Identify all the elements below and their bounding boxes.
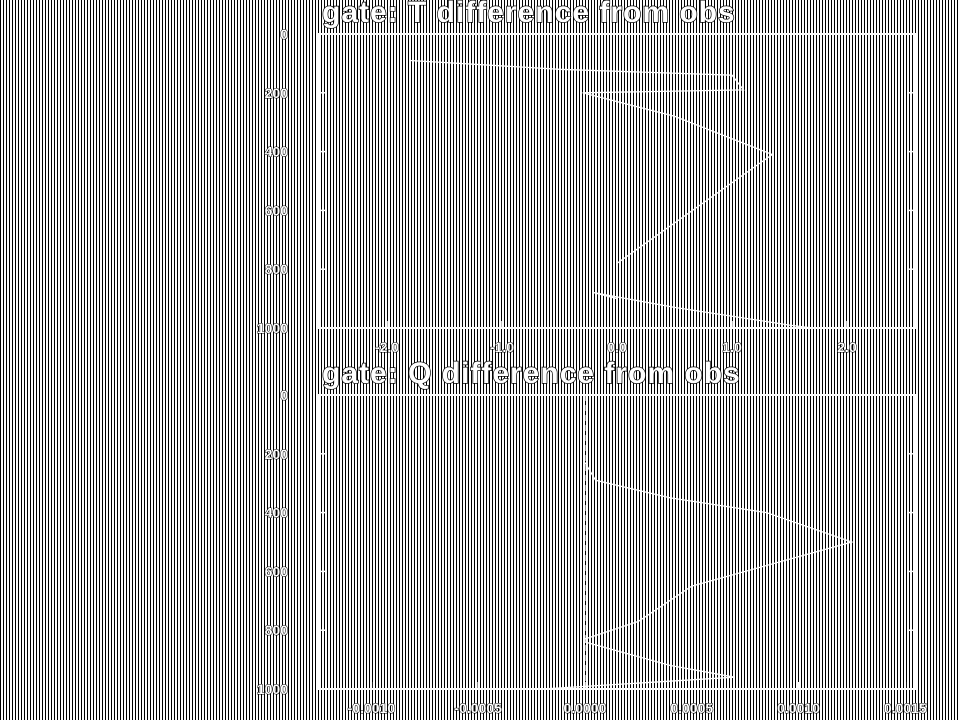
y-tick-label: 0 bbox=[280, 387, 288, 403]
x-tick-label: -0.0005 bbox=[454, 700, 502, 716]
series-line bbox=[542, 462, 855, 690]
series-group bbox=[409, 59, 813, 329]
y-tick-label: 400 bbox=[265, 505, 289, 521]
y-axis: 0 200 400 600 800 1000 bbox=[256, 387, 916, 698]
x-tick-label: -0.0010 bbox=[348, 700, 396, 716]
q-difference-chart: gate: Q difference from obs -0.0010 -0.00… bbox=[256, 356, 927, 717]
x-tick-label: 1.0 bbox=[722, 339, 742, 355]
y-tick-label: 200 bbox=[265, 85, 289, 101]
x-axis: -2.0 -1.0 0.0 1.0 2.0 bbox=[374, 321, 857, 356]
chart-title: gate: T difference from obs bbox=[322, 0, 736, 29]
y-tick-label: 0 bbox=[280, 26, 288, 42]
y-tick-label: 200 bbox=[265, 446, 289, 462]
series-line bbox=[409, 59, 813, 329]
x-tick-label: 0.0015 bbox=[884, 700, 927, 716]
y-tick-label: 600 bbox=[265, 563, 289, 579]
y-axis: 0 200 400 600 800 1000 bbox=[256, 26, 916, 337]
x-tick-label: 0.0 bbox=[607, 339, 627, 355]
x-tick-label: 2.0 bbox=[837, 339, 857, 355]
x-axis: -0.0010 -0.0005 0.0000 0.0005 0.0010 0.0015 bbox=[347, 682, 927, 717]
y-tick-label: 1000 bbox=[257, 320, 288, 336]
x-tick-label: 0.0010 bbox=[777, 700, 820, 716]
chart-title: gate: Q difference from obs bbox=[322, 357, 741, 390]
x-tick-label: 0.0005 bbox=[670, 700, 713, 716]
series-group bbox=[542, 462, 855, 690]
x-tick-label: -1.0 bbox=[490, 339, 514, 355]
t-difference-chart: gate: T difference from obs -2.0 -1.0 0.0 1… bbox=[256, 0, 917, 356]
x-tick-label: 0.0000 bbox=[564, 700, 607, 716]
plot-frame bbox=[317, 394, 917, 690]
y-tick-label: 800 bbox=[265, 622, 289, 638]
y-tick-label: 400 bbox=[265, 144, 289, 160]
x-tick-label: -2.0 bbox=[375, 339, 399, 355]
y-tick-label: 600 bbox=[265, 202, 289, 218]
y-tick-label: 800 bbox=[265, 261, 289, 277]
y-tick-label: 1000 bbox=[257, 681, 288, 697]
